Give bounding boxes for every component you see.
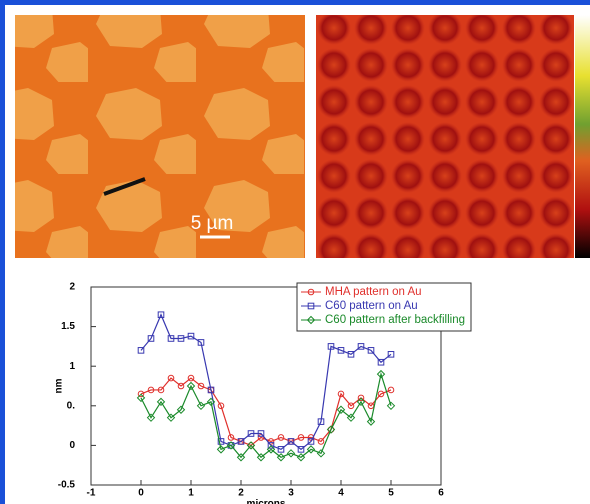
scale-label: 5 µm	[191, 213, 234, 234]
figure-canvas: 5 µm -0.5 0 0. 1 1.5 2 -1 0 1 2 3 4 5 6 microns nm MHA p…	[0, 0, 590, 504]
afm-image-right	[316, 15, 590, 258]
legend-label: C60 pattern after backfilling	[325, 314, 465, 326]
x-tick-label: 1	[188, 488, 194, 499]
image-pattern	[316, 15, 574, 258]
legend: MHA pattern on Au C60 pattern on Au C60 pa…	[297, 283, 471, 331]
x-tick-label: 0	[138, 488, 144, 499]
y-tick-label: 1	[69, 361, 75, 372]
afm-image-left: 5 µm	[15, 15, 305, 258]
x-tick-label: 5	[388, 488, 394, 499]
y-tick-label: 2	[69, 282, 75, 293]
y-tick-label: 0	[69, 440, 75, 451]
colorbar	[575, 15, 590, 258]
y-tick-label: -0.5	[58, 480, 76, 491]
x-tick-label: 4	[338, 488, 344, 499]
x-tick-label: -1	[87, 488, 96, 499]
x-tick-label: 6	[438, 488, 444, 499]
figure: 5 µm -0.5 0 0. 1 1.5 2 -1 0 1 2 3 4 5 6 microns nm MHA p…	[0, 0, 590, 504]
x-tick-label: 3	[288, 488, 294, 499]
legend-label: C60 pattern on Au	[325, 300, 418, 312]
legend-label: MHA pattern on Au	[325, 286, 422, 298]
x-tick-label: 2	[238, 488, 244, 499]
image-pattern	[15, 15, 305, 258]
y-tick-label: 1.5	[61, 321, 75, 332]
x-axis-label: microns	[247, 499, 286, 504]
y-axis-label: nm	[54, 378, 65, 393]
y-tick-label: 0.	[67, 400, 76, 411]
